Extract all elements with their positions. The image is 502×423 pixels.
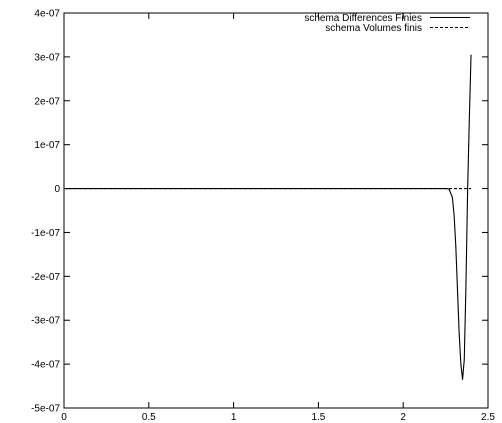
y-tick-label: 2e-07 — [34, 96, 60, 107]
x-tick-label: 1.5 — [311, 412, 325, 423]
x-tick-label: 0.5 — [142, 412, 156, 423]
y-tick-label: 3e-07 — [34, 52, 60, 63]
plot-frame — [63, 12, 489, 409]
y-tick-label: -1e-07 — [31, 228, 60, 239]
y-tick-label: -3e-07 — [31, 316, 60, 327]
legend-label: schema Volumes finis — [325, 23, 422, 34]
axes — [63, 12, 489, 409]
y-tick-label: 1e-07 — [34, 140, 60, 151]
y-tick-label: 0 — [54, 184, 60, 195]
y-tick-label: -5e-07 — [31, 404, 60, 415]
series-lines — [64, 54, 472, 381]
y-tick-label: -2e-07 — [31, 272, 60, 283]
y-tick-label: 4e-07 — [34, 9, 60, 20]
series-line-differences-finies — [64, 54, 472, 381]
x-tick-label: 2.5 — [481, 412, 495, 423]
tick-labels: 0 0.5 1 1.5 2 2.5 -5e-07 -4e-07 -3e-07 -2e-07 -1e-… — [31, 9, 495, 423]
x-tick-label: 1 — [231, 412, 237, 423]
tick-marks — [63, 12, 489, 409]
x-tick-label: 2 — [400, 412, 406, 423]
legend-label: schema Differences Finies — [304, 13, 422, 24]
y-tick-label: -4e-07 — [31, 360, 60, 371]
x-tick-label: 0 — [61, 412, 67, 423]
